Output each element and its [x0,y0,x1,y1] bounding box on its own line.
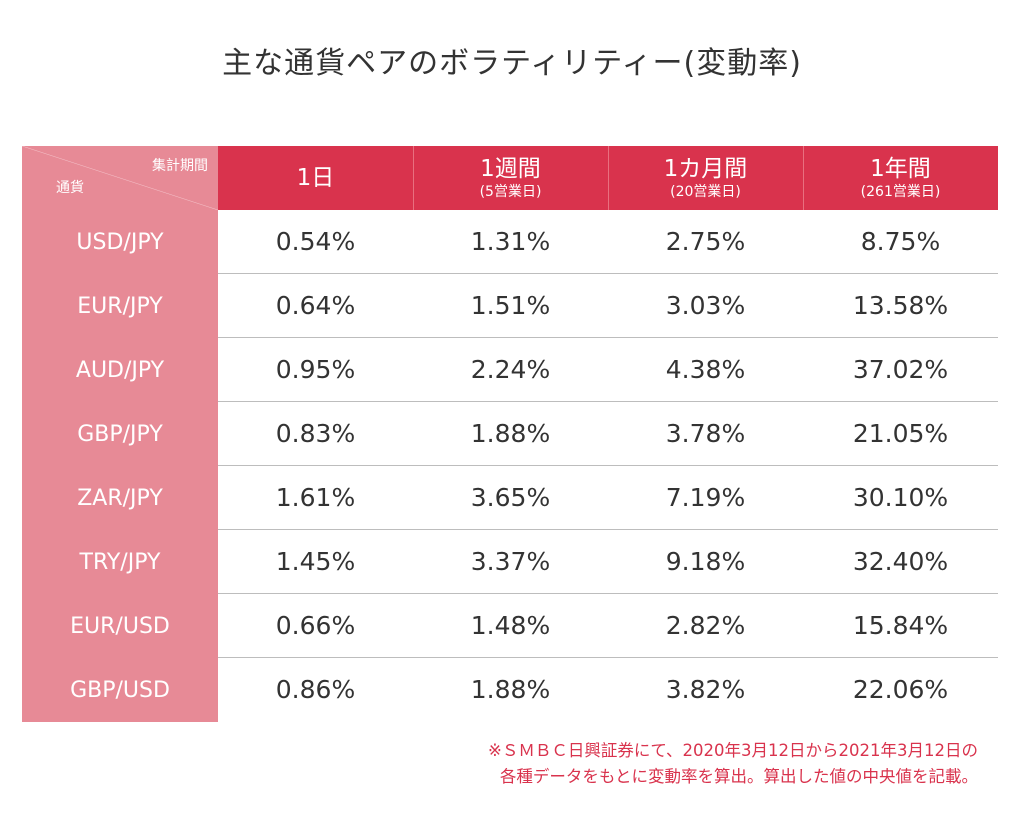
column-header-sublabel: (261営業日) [860,184,941,200]
table-row: GBP/JPY 0.83% 1.88% 3.78% 21.05% [22,402,998,466]
corner-label-period: 集計期間 [152,158,208,174]
volatility-value-cell: 1.31% [470,227,551,256]
table-row: EUR/JPY 0.64% 1.51% 3.03% 13.58% [22,274,998,338]
header-corner-cell: 集計期間 通貨 [22,146,218,210]
volatility-value-cell: 1.51% [470,291,551,320]
table-row: EUR/USD 0.66% 1.48% 2.82% 15.84% [22,594,998,658]
column-header-sublabel: (5営業日) [479,184,542,200]
column-header-label: 1週間 [480,156,541,182]
volatility-value-cell: 3.65% [470,483,551,512]
volatility-value-cell: 2.82% [665,611,746,640]
volatility-value-cell: 0.95% [275,355,356,384]
table-row: AUD/JPY 0.95% 2.24% 4.38% 37.02% [22,338,998,402]
currency-pair-cell: USD/JPY [22,210,218,274]
volatility-value-cell: 13.58% [852,291,949,320]
footnote-line-1: ※ＳＭＢＣ日興証券にて、2020年3月12日から2021年3月12日の [488,741,978,760]
volatility-value-cell: 37.02% [852,355,949,384]
column-header-label: 1カ月間 [663,156,748,182]
volatility-value-cell: 3.03% [665,291,746,320]
column-header-label: 1日 [296,165,335,191]
currency-pair-cell: EUR/JPY [22,274,218,338]
volatility-value-cell: 0.66% [275,611,356,640]
volatility-value-cell: 21.05% [852,419,949,448]
table-row: USD/JPY 0.54% 1.31% 2.75% 8.75% [22,210,998,274]
column-header-sublabel: (20営業日) [670,184,741,200]
volatility-value-cell: 0.54% [275,227,356,256]
header-separator [413,146,414,210]
volatility-value-cell: 7.19% [665,483,746,512]
currency-pair-cell: EUR/USD [22,594,218,658]
footnote-line-2: 各種データをもとに変動率を算出。算出した値の中央値を記載。 [499,767,978,786]
volatility-value-cell: 1.61% [275,483,356,512]
column-header-3: 1年間 (261営業日) [803,146,998,210]
volatility-value-cell: 1.88% [470,675,551,704]
header-separator [803,146,804,210]
column-header-2: 1カ月間 (20営業日) [608,146,803,210]
volatility-value-cell: 0.86% [275,675,356,704]
table-row: TRY/JPY 1.45% 3.37% 9.18% 32.40% [22,530,998,594]
table-row: ZAR/JPY 1.61% 3.65% 7.19% 30.10% [22,466,998,530]
currency-pair-cell: TRY/JPY [22,530,218,594]
column-header-1: 1週間 (5営業日) [413,146,608,210]
chart-title: 主な通貨ペアのボラティリティー(変動率) [222,46,802,81]
corner-label-currency: 通貨 [56,180,84,196]
volatility-value-cell: 22.06% [852,675,949,704]
volatility-value-cell: 9.18% [665,547,746,576]
volatility-value-cell: 4.38% [665,355,746,384]
volatility-value-cell: 32.40% [852,547,949,576]
footnote: ※ＳＭＢＣ日興証券にて、2020年3月12日から2021年3月12日の 各種デー… [488,738,978,790]
volatility-value-cell: 1.88% [470,419,551,448]
volatility-value-cell: 1.45% [275,547,356,576]
table-header: 集計期間 通貨 1日 1週間 (5営業日) 1カ月間 (20営業日) 1年間 (261営業日… [22,146,998,210]
volatility-value-cell: 8.75% [860,227,941,256]
currency-pair-cell: AUD/JPY [22,338,218,402]
volatility-value-cell: 2.24% [470,355,551,384]
volatility-value-cell: 0.83% [275,419,356,448]
volatility-table: 集計期間 通貨 1日 1週間 (5営業日) 1カ月間 (20営業日) 1年間 (261営業日… [22,146,998,722]
currency-pair-cell: GBP/USD [22,658,218,722]
volatility-value-cell: 15.84% [852,611,949,640]
column-header-0: 1日 [218,146,413,210]
currency-pair-cell: ZAR/JPY [22,466,218,530]
volatility-value-cell: 1.48% [470,611,551,640]
volatility-value-cell: 0.64% [275,291,356,320]
volatility-value-cell: 30.10% [852,483,949,512]
volatility-value-cell: 3.37% [470,547,551,576]
volatility-value-cell: 3.82% [665,675,746,704]
volatility-value-cell: 3.78% [665,419,746,448]
table-row: GBP/USD 0.86% 1.88% 3.82% 22.06% [22,658,998,722]
volatility-value-cell: 2.75% [665,227,746,256]
column-header-label: 1年間 [870,156,931,182]
currency-pair-cell: GBP/JPY [22,402,218,466]
header-separator [608,146,609,210]
